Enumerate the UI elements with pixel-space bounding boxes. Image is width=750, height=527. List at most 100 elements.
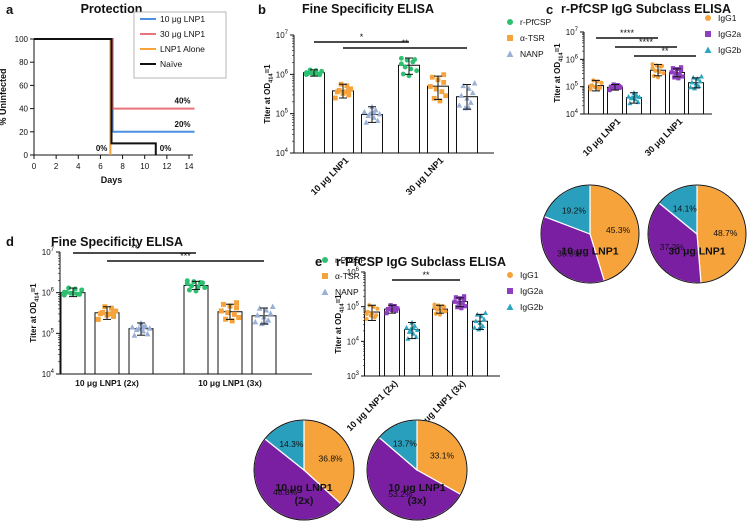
data-point [689,79,695,85]
series-line [34,38,112,155]
pie-c-pie-2: 48.7% 37.2% 14.1% 30 μg LNP1 [647,184,747,284]
data-point [704,46,712,53]
panel-letter: c [546,2,553,17]
data-point [673,71,678,76]
data-point [507,272,513,278]
significance-label: ** [422,270,430,280]
bar [384,308,400,377]
data-point [372,315,377,320]
data-point [506,50,514,57]
data-point [410,59,416,65]
data-point [363,119,370,125]
chart-title: Fine Specificity ELISA [51,235,183,249]
y-tick-label: 60 [19,81,28,90]
data-point [678,67,684,73]
data-point [453,295,459,300]
data-point [322,257,328,263]
significance-label: *** [180,251,191,261]
y-axis-label: Titer at OD414=1 [334,294,345,354]
data-point [184,278,190,284]
pie-center-label: (2x) [295,495,314,507]
data-point [427,84,433,89]
data-point [443,93,449,99]
data-point [108,305,114,311]
pie-center-label: (3x) [408,495,427,507]
data-point [473,318,479,324]
data-point [263,307,270,313]
data-point [371,114,377,120]
y-tick-label: 106 [42,288,55,298]
panel-b: b Fine Specificity ELISA104105106107Titer… [258,2,552,197]
pie-center-label: 10 μg LNP1 [561,246,618,258]
data-point [698,73,704,79]
data-point [131,332,138,338]
data-point [482,310,488,315]
bar [94,312,120,375]
data-point [61,289,67,295]
data-point [68,290,74,296]
pie-center-label: 30 μg LNP1 [668,246,725,258]
data-point [319,68,325,74]
data-point [506,303,514,310]
pie-slice-label: 13.7% [393,439,418,449]
data-point [463,304,468,309]
data-point [705,31,711,37]
data-point [408,66,414,72]
pie-c-pie-1: 45.3% 35.5% 19.2% 10 μg LNP1 [540,184,640,284]
y-tick-base: 10 [347,337,356,346]
data-point [140,323,147,330]
series-line [34,38,157,155]
data-point [431,95,437,101]
data-point [234,305,240,311]
legend-entry: α-TSR [520,33,545,43]
panel-letter: e [315,254,322,269]
data-point [658,64,663,69]
legend-entry: r-PfCSP [335,255,367,265]
data-point [651,73,657,79]
data-point [95,316,101,322]
y-axis-label-suffix: =1 [553,43,562,53]
y-tick-label: 103 [347,371,360,381]
data-point [588,87,593,92]
data-point [435,307,440,312]
legend-box [133,11,227,79]
y-axis-label-main: Titer at OD [553,62,562,103]
data-point [313,68,319,73]
data-point [688,84,694,90]
y-tick-exponent: 5 [285,109,289,115]
x-category-label: 10 μg LNP1 [581,116,623,158]
data-point [229,318,235,324]
data-point [460,82,466,89]
data-point [414,68,420,74]
x-category-label: 30 μg LNP1 [404,155,446,197]
y-tick-label: 105 [42,328,55,338]
y-axis-label-suffix: =1 [334,294,343,304]
x-tick-label: 14 [185,162,194,171]
legend-entry: IgG2b [718,45,741,55]
data-point [384,311,389,316]
data-point [140,327,147,334]
y-tick-label: 105 [276,109,289,119]
pie-outline [540,184,640,284]
data-point [111,314,117,320]
panel-letter: a [6,2,14,17]
x-category-label: 10 μg LNP1 (2x) [345,378,400,433]
data-point [202,285,208,291]
pie-outline [253,419,355,521]
data-point [225,310,231,316]
data-point [455,305,460,310]
series-end-label: 20% [175,120,191,129]
x-tick-label: 12 [162,162,171,171]
legend: 10 μg LNP1 30 μg LNP1 LNP1 Alone Naïve [133,11,227,79]
chart-title: r-PfCSP IgG Subclass ELISA [561,2,731,16]
data-point [697,78,703,84]
data-point [626,93,632,99]
data-point [507,288,513,294]
y-tick-label: 106 [347,267,360,277]
data-point [461,297,467,302]
y-tick-base: 10 [566,110,575,119]
data-point [469,89,476,96]
data-point [414,327,420,333]
data-point [346,87,352,93]
significance-label: ** [131,243,139,253]
